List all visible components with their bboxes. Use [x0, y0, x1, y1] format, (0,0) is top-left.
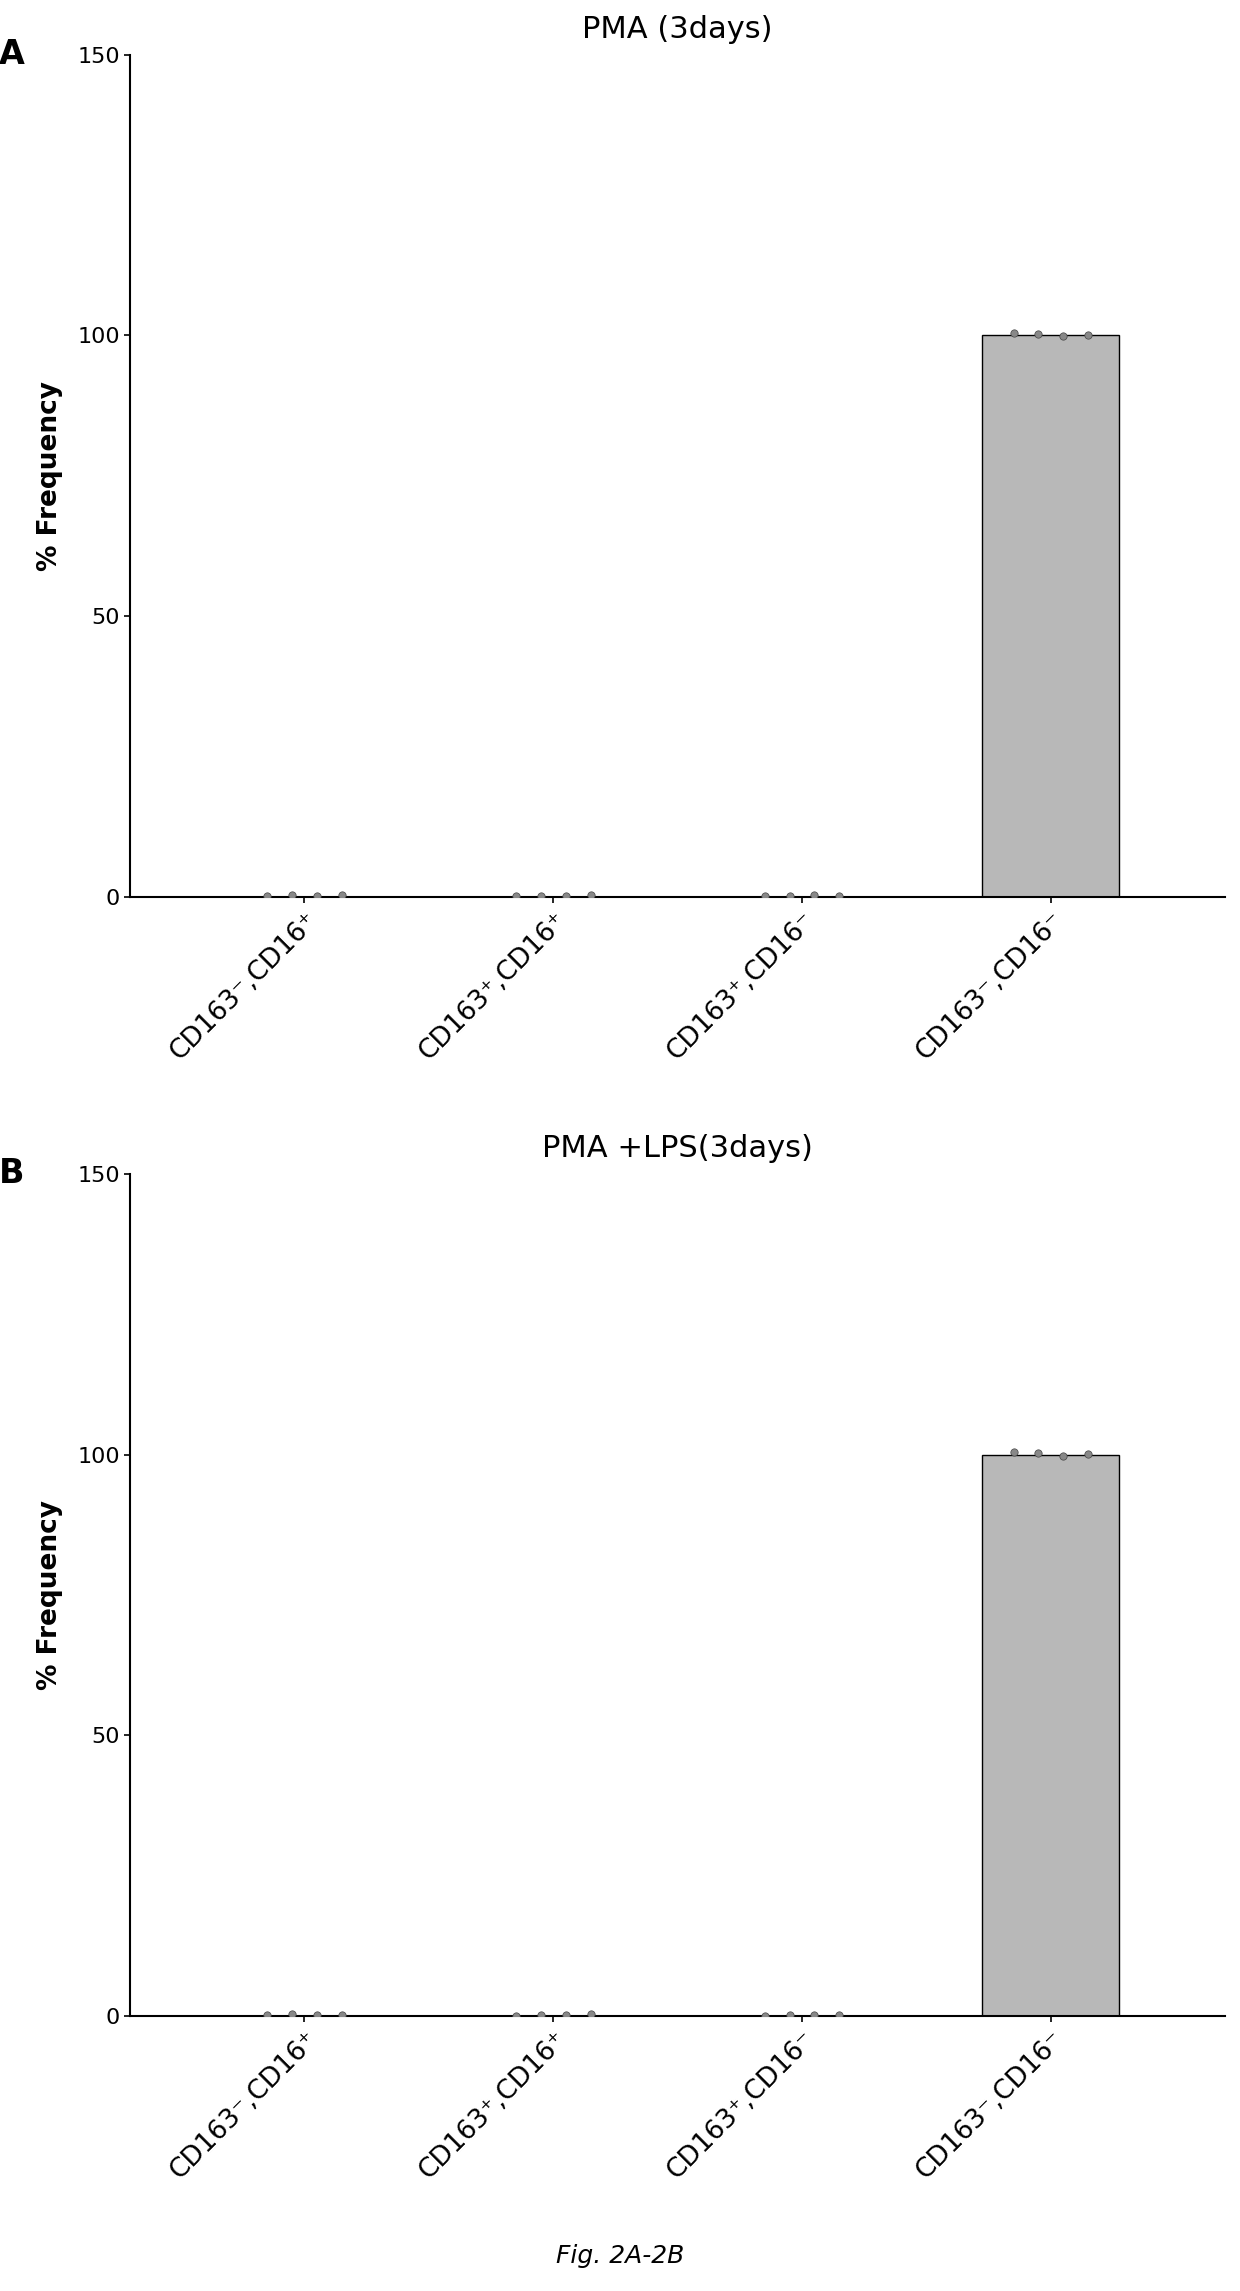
Point — [1003, 314, 1023, 351]
Point — [755, 1998, 775, 2034]
Point — [805, 1995, 825, 2032]
Point — [506, 877, 526, 914]
Point — [257, 877, 277, 914]
Point — [780, 877, 800, 914]
Point — [780, 1998, 800, 2034]
Point — [283, 1995, 303, 2032]
Point — [1053, 318, 1073, 355]
Point — [1079, 316, 1099, 353]
Point — [531, 877, 551, 914]
Point — [1028, 316, 1048, 353]
Point — [830, 1998, 849, 2034]
Point — [257, 1998, 277, 2034]
Point — [580, 1995, 600, 2032]
Text: Fig. 2A-2B: Fig. 2A-2B — [556, 2245, 684, 2268]
Point — [1079, 1436, 1099, 1473]
Title: PMA (3days): PMA (3days) — [583, 16, 773, 44]
Bar — [982, 334, 1120, 896]
Point — [283, 877, 303, 914]
Y-axis label: % Frequency: % Frequency — [37, 380, 63, 570]
Text: B: B — [0, 1157, 25, 1191]
Point — [332, 1995, 352, 2032]
Y-axis label: % Frequency: % Frequency — [37, 1501, 63, 1691]
Point — [805, 877, 825, 914]
Point — [308, 1998, 327, 2034]
Point — [556, 877, 575, 914]
Point — [556, 1998, 575, 2034]
Title: PMA +LPS(3days): PMA +LPS(3days) — [542, 1134, 813, 1164]
Point — [1053, 1436, 1073, 1473]
Point — [830, 877, 849, 914]
Point — [531, 1998, 551, 2034]
Text: A: A — [0, 39, 25, 71]
Point — [308, 877, 327, 914]
Point — [332, 877, 352, 914]
Point — [755, 877, 775, 914]
Point — [1028, 1434, 1048, 1471]
Bar — [982, 1455, 1120, 2016]
Point — [1003, 1434, 1023, 1471]
Point — [506, 1998, 526, 2034]
Point — [580, 877, 600, 914]
